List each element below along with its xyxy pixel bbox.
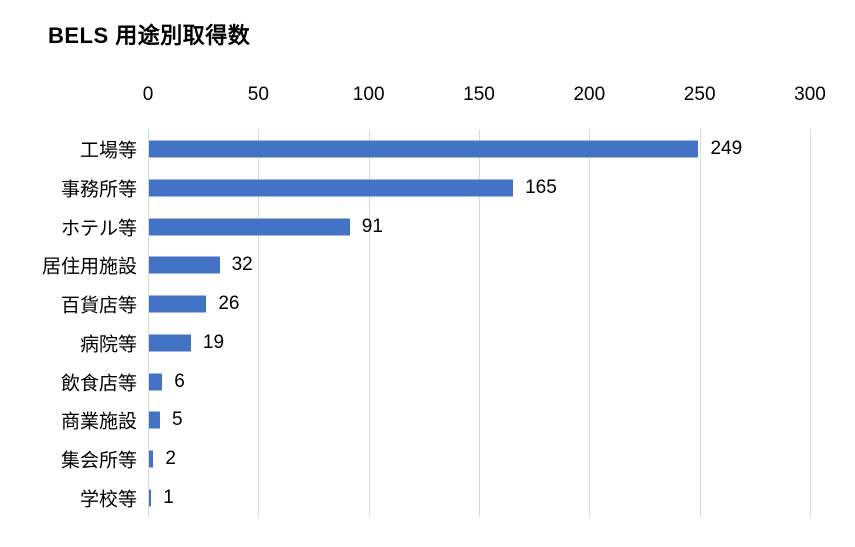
bar bbox=[149, 218, 350, 236]
gridline bbox=[479, 130, 480, 517]
value-label: 165 bbox=[525, 177, 557, 199]
x-axis-tick-label: 150 bbox=[463, 84, 495, 105]
x-axis-tick-label: 250 bbox=[683, 84, 716, 105]
value-label: 91 bbox=[361, 215, 383, 237]
gridline bbox=[699, 130, 701, 517]
gridline bbox=[368, 130, 370, 517]
value-label: 26 bbox=[218, 293, 240, 315]
value-label: 5 bbox=[172, 409, 183, 431]
x-axis-tick-label: 0 bbox=[142, 84, 154, 105]
category-label: 飲食店等 bbox=[60, 373, 137, 395]
value-label: 6 bbox=[174, 370, 185, 392]
category-label: 集会所等 bbox=[60, 450, 137, 472]
bar bbox=[149, 256, 220, 274]
bar bbox=[149, 334, 191, 352]
category-label: 工場等 bbox=[79, 140, 137, 162]
chart-title: BELS 用途別取得数 bbox=[48, 23, 251, 48]
bar bbox=[149, 179, 514, 197]
x-axis-tick-label: 100 bbox=[352, 84, 385, 105]
category-label: 病院等 bbox=[79, 334, 137, 356]
bar bbox=[149, 140, 699, 158]
gridline bbox=[258, 130, 260, 517]
category-label: 百貨店等 bbox=[60, 295, 137, 317]
gridline bbox=[148, 130, 149, 517]
gridline bbox=[589, 130, 591, 517]
bar bbox=[149, 295, 207, 313]
x-axis-tick-label: 200 bbox=[573, 84, 606, 105]
bar bbox=[149, 373, 163, 391]
category-label: 学校等 bbox=[79, 489, 137, 511]
bar bbox=[149, 450, 154, 468]
value-label: 1 bbox=[163, 486, 174, 508]
value-label: 2 bbox=[165, 447, 176, 469]
bar bbox=[149, 489, 152, 507]
category-label: 事務所等 bbox=[60, 179, 137, 201]
category-label: 居住用施設 bbox=[41, 256, 137, 278]
value-label: 249 bbox=[710, 138, 743, 160]
bar bbox=[149, 411, 161, 429]
category-label: 商業施設 bbox=[60, 411, 137, 433]
x-axis-tick-label: 300 bbox=[794, 84, 826, 105]
category-label: ホテル等 bbox=[60, 218, 137, 240]
value-label: 19 bbox=[202, 331, 225, 353]
value-label: 32 bbox=[231, 254, 253, 276]
gridline bbox=[810, 130, 811, 517]
x-axis-tick-label: 50 bbox=[247, 84, 269, 105]
